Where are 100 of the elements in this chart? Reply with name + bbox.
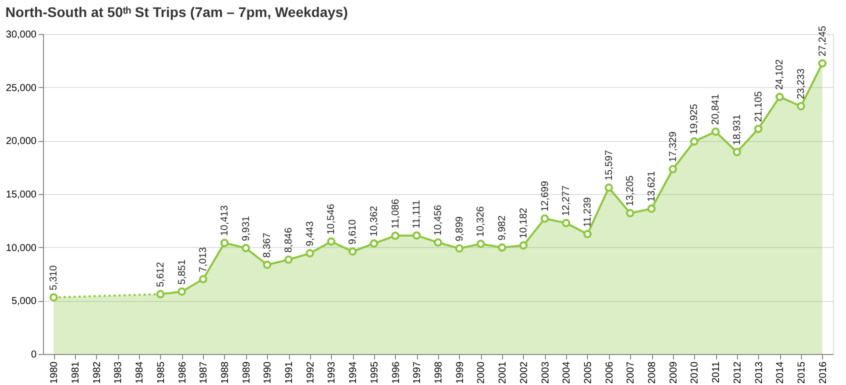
point bbox=[412, 231, 421, 240]
point bbox=[220, 238, 229, 248]
x-tick-label: 1993 bbox=[326, 361, 338, 384]
y-tick-label: 25,000 bbox=[6, 82, 37, 94]
point bbox=[519, 241, 528, 250]
x-tick-label: 1999 bbox=[454, 361, 466, 384]
data-label: 7,013 bbox=[198, 246, 210, 272]
x-tick-label: 1983 bbox=[113, 361, 124, 384]
x-tick-label: 2003 bbox=[540, 361, 552, 384]
point bbox=[754, 124, 762, 134]
x-tick-label: 2004 bbox=[562, 361, 573, 384]
data-label: 5,612 bbox=[155, 262, 166, 288]
data-label: 10,182 bbox=[518, 207, 530, 238]
data-label: 8,846 bbox=[284, 227, 295, 253]
x-tick-label: 1997 bbox=[412, 361, 424, 384]
x-tick-label: 2013 bbox=[754, 361, 765, 384]
x-tick-label: 1980 bbox=[49, 361, 60, 384]
data-label: 8,367 bbox=[262, 232, 274, 258]
y-tick-label: 15,000 bbox=[6, 190, 37, 200]
x-tick-label: 2000 bbox=[476, 361, 488, 384]
point bbox=[668, 165, 678, 174]
x-tick-label: 1984 bbox=[134, 361, 146, 384]
data-label: 12,699 bbox=[540, 180, 551, 212]
point bbox=[690, 137, 698, 146]
data-label: 27,245 bbox=[817, 25, 828, 56]
data-label: 11,239 bbox=[582, 196, 594, 228]
data-label: 21,105 bbox=[753, 90, 764, 122]
x-tick-label: 2008 bbox=[647, 361, 658, 384]
point bbox=[796, 102, 806, 110]
point bbox=[562, 218, 570, 228]
point bbox=[327, 237, 336, 246]
point bbox=[156, 290, 165, 298]
x-tick-label: 1989 bbox=[241, 361, 252, 384]
data-label: 10,326 bbox=[476, 206, 487, 237]
y-tick-label: 30,000 bbox=[6, 30, 37, 40]
point bbox=[476, 240, 485, 248]
x-tick-label: 1990 bbox=[262, 361, 274, 384]
x-tick-label: 2016 bbox=[818, 361, 829, 384]
point bbox=[455, 244, 464, 253]
x-tick-label: 1986 bbox=[177, 361, 188, 384]
point bbox=[540, 214, 549, 223]
point bbox=[498, 243, 506, 252]
chart-title: North-South at 50ᵗʰ St Trips (7am – 7pm, Weekdays) bbox=[5, 4, 348, 20]
point bbox=[306, 249, 314, 258]
y-tick-label: 10,000 bbox=[6, 242, 37, 254]
point bbox=[370, 239, 378, 248]
data-label: 10,413 bbox=[219, 204, 230, 236]
point bbox=[198, 275, 208, 284]
x-tick-label: 2014 bbox=[775, 361, 786, 384]
data-label: 23,233 bbox=[796, 68, 807, 100]
point bbox=[263, 260, 272, 269]
x-tick-label: 2006 bbox=[604, 361, 616, 384]
x-tick-label: 1982 bbox=[92, 361, 103, 384]
x-tick-label: 1992 bbox=[305, 361, 316, 384]
point bbox=[775, 92, 784, 102]
x-tick-label: 2011 bbox=[711, 361, 722, 384]
x-tick-label: 2009 bbox=[668, 361, 680, 384]
data-label: 10,456 bbox=[433, 204, 444, 236]
point bbox=[391, 232, 400, 240]
point bbox=[583, 230, 592, 238]
x-tick-label: 2007 bbox=[626, 361, 637, 384]
y-tick-label: 20,000 bbox=[6, 136, 37, 148]
x-tick-label: 1981 bbox=[70, 361, 82, 384]
x-tick-label: 1998 bbox=[434, 361, 444, 384]
x-tick-label: 1995 bbox=[369, 361, 380, 384]
point bbox=[604, 183, 613, 192]
data-label: 17,329 bbox=[668, 131, 679, 162]
data-label: 10,546 bbox=[326, 203, 338, 235]
point bbox=[818, 59, 826, 68]
data-label: 5,851 bbox=[176, 259, 188, 285]
data-label: 13,621 bbox=[646, 170, 658, 202]
x-tick-label: 2001 bbox=[498, 361, 509, 384]
data-label: 9,443 bbox=[304, 220, 316, 246]
data-label: 11,086 bbox=[390, 198, 402, 229]
point bbox=[242, 244, 250, 252]
data-label: 5,310 bbox=[48, 264, 60, 290]
data-label: 19,925 bbox=[689, 103, 700, 134]
point bbox=[50, 293, 58, 302]
point bbox=[626, 208, 634, 218]
data-label: 13,205 bbox=[625, 175, 636, 206]
x-tick-label: 1994 bbox=[348, 361, 360, 384]
data-label: 15,597 bbox=[604, 150, 615, 181]
x-tick-label: 2002 bbox=[518, 361, 530, 384]
x-tick-label: 1991 bbox=[284, 361, 296, 384]
x-tick-label: 1996 bbox=[390, 361, 402, 384]
x-tick-label: 2012 bbox=[732, 361, 744, 384]
point bbox=[732, 148, 742, 156]
data-label: 20,841 bbox=[710, 94, 722, 125]
data-label: 12,277 bbox=[561, 185, 572, 216]
x-tick-label: 1988 bbox=[220, 361, 231, 384]
data-label: 24,102 bbox=[774, 58, 786, 90]
data-label: 9,899 bbox=[454, 216, 466, 242]
x-tick-label: 2005 bbox=[582, 361, 594, 384]
point bbox=[348, 247, 357, 256]
data-label: 9,982 bbox=[497, 215, 508, 241]
data-label: 10,362 bbox=[368, 205, 380, 236]
point bbox=[284, 255, 293, 264]
data-label: 9,610 bbox=[348, 219, 359, 244]
point bbox=[178, 287, 186, 296]
y-tick-label: 5,000 bbox=[11, 296, 37, 308]
